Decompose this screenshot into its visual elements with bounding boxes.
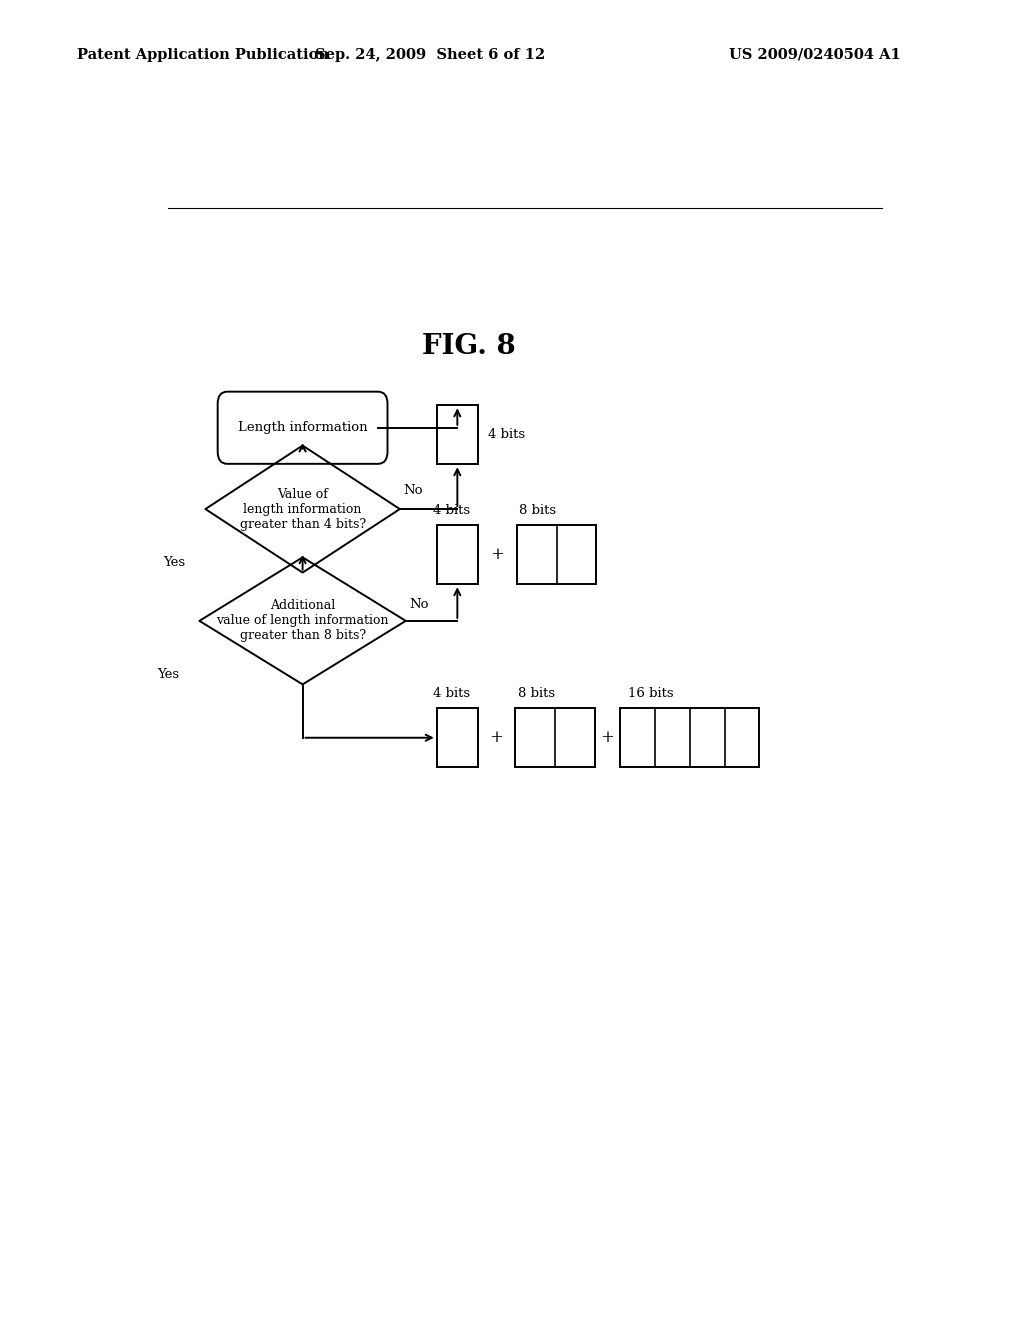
Text: Sep. 24, 2009  Sheet 6 of 12: Sep. 24, 2009 Sheet 6 of 12 [315, 48, 545, 62]
Bar [436, 709, 478, 767]
Text: No: No [410, 598, 429, 611]
Bar [436, 405, 478, 465]
Text: Length information: Length information [238, 421, 368, 434]
Bar [436, 525, 478, 585]
Text: No: No [403, 484, 423, 496]
Text: 4 bits: 4 bits [487, 429, 524, 441]
Text: Patent Application Publication: Patent Application Publication [77, 48, 329, 62]
Text: +: + [490, 546, 505, 564]
Bar [515, 709, 595, 767]
Text: +: + [601, 729, 614, 746]
FancyBboxPatch shape [218, 392, 387, 463]
Bar [517, 525, 596, 585]
Text: US 2009/0240504 A1: US 2009/0240504 A1 [729, 48, 901, 62]
Text: 16 bits: 16 bits [629, 688, 674, 700]
Text: Yes: Yes [164, 556, 185, 569]
Text: +: + [489, 729, 504, 746]
Text: FIG. 8: FIG. 8 [422, 333, 516, 360]
Text: Additional
value of length information
greater than 8 bits?: Additional value of length information g… [216, 599, 389, 643]
Text: Yes: Yes [158, 668, 179, 681]
Text: Value of
length information
greater than 4 bits?: Value of length information greater than… [240, 487, 366, 531]
Bar [621, 709, 760, 767]
Text: 8 bits: 8 bits [518, 688, 555, 700]
Text: 4 bits: 4 bits [433, 504, 470, 517]
Text: 4 bits: 4 bits [433, 688, 470, 700]
Text: 8 bits: 8 bits [519, 504, 556, 517]
